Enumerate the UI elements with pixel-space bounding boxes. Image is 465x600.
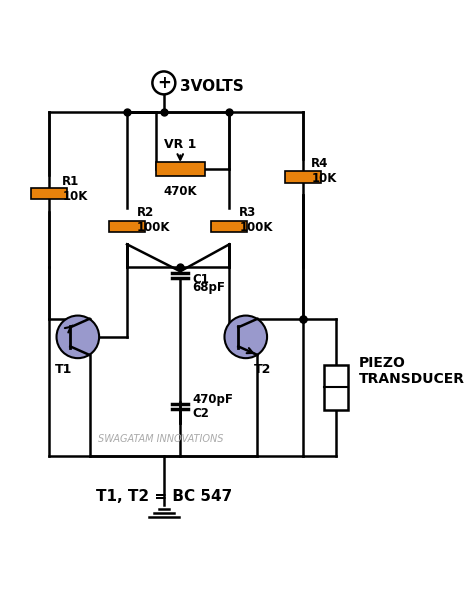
Circle shape	[153, 71, 175, 94]
Text: C2: C2	[193, 407, 209, 419]
Text: 68pF: 68pF	[193, 281, 226, 294]
Text: +: +	[157, 74, 171, 92]
Bar	[109, 221, 145, 232]
Text: C1: C1	[193, 273, 209, 286]
Text: 3VOLTS: 3VOLTS	[180, 79, 244, 94]
Text: 470pF: 470pF	[193, 394, 233, 406]
Text: R3
100K: R3 100K	[239, 206, 272, 234]
Bar	[156, 161, 205, 176]
Text: R4
10K: R4 10K	[311, 157, 337, 185]
Bar	[285, 172, 321, 183]
Circle shape	[57, 316, 99, 358]
Text: R2
100K: R2 100K	[137, 206, 170, 234]
Text: VR 1: VR 1	[164, 138, 196, 151]
Text: SWAGATAM INNOVATIONS: SWAGATAM INNOVATIONS	[98, 434, 224, 444]
Text: T1, T2 = BC 547: T1, T2 = BC 547	[96, 489, 232, 504]
Circle shape	[225, 316, 267, 358]
Bar	[324, 365, 348, 410]
Text: 470K: 470K	[163, 185, 197, 199]
Text: PIEZO
TRANSDUCER: PIEZO TRANSDUCER	[359, 356, 465, 386]
Text: T1: T1	[54, 363, 72, 376]
Bar	[31, 188, 67, 199]
Text: T2: T2	[253, 363, 271, 376]
Bar	[212, 221, 247, 232]
Text: R1
10K: R1 10K	[62, 175, 87, 203]
